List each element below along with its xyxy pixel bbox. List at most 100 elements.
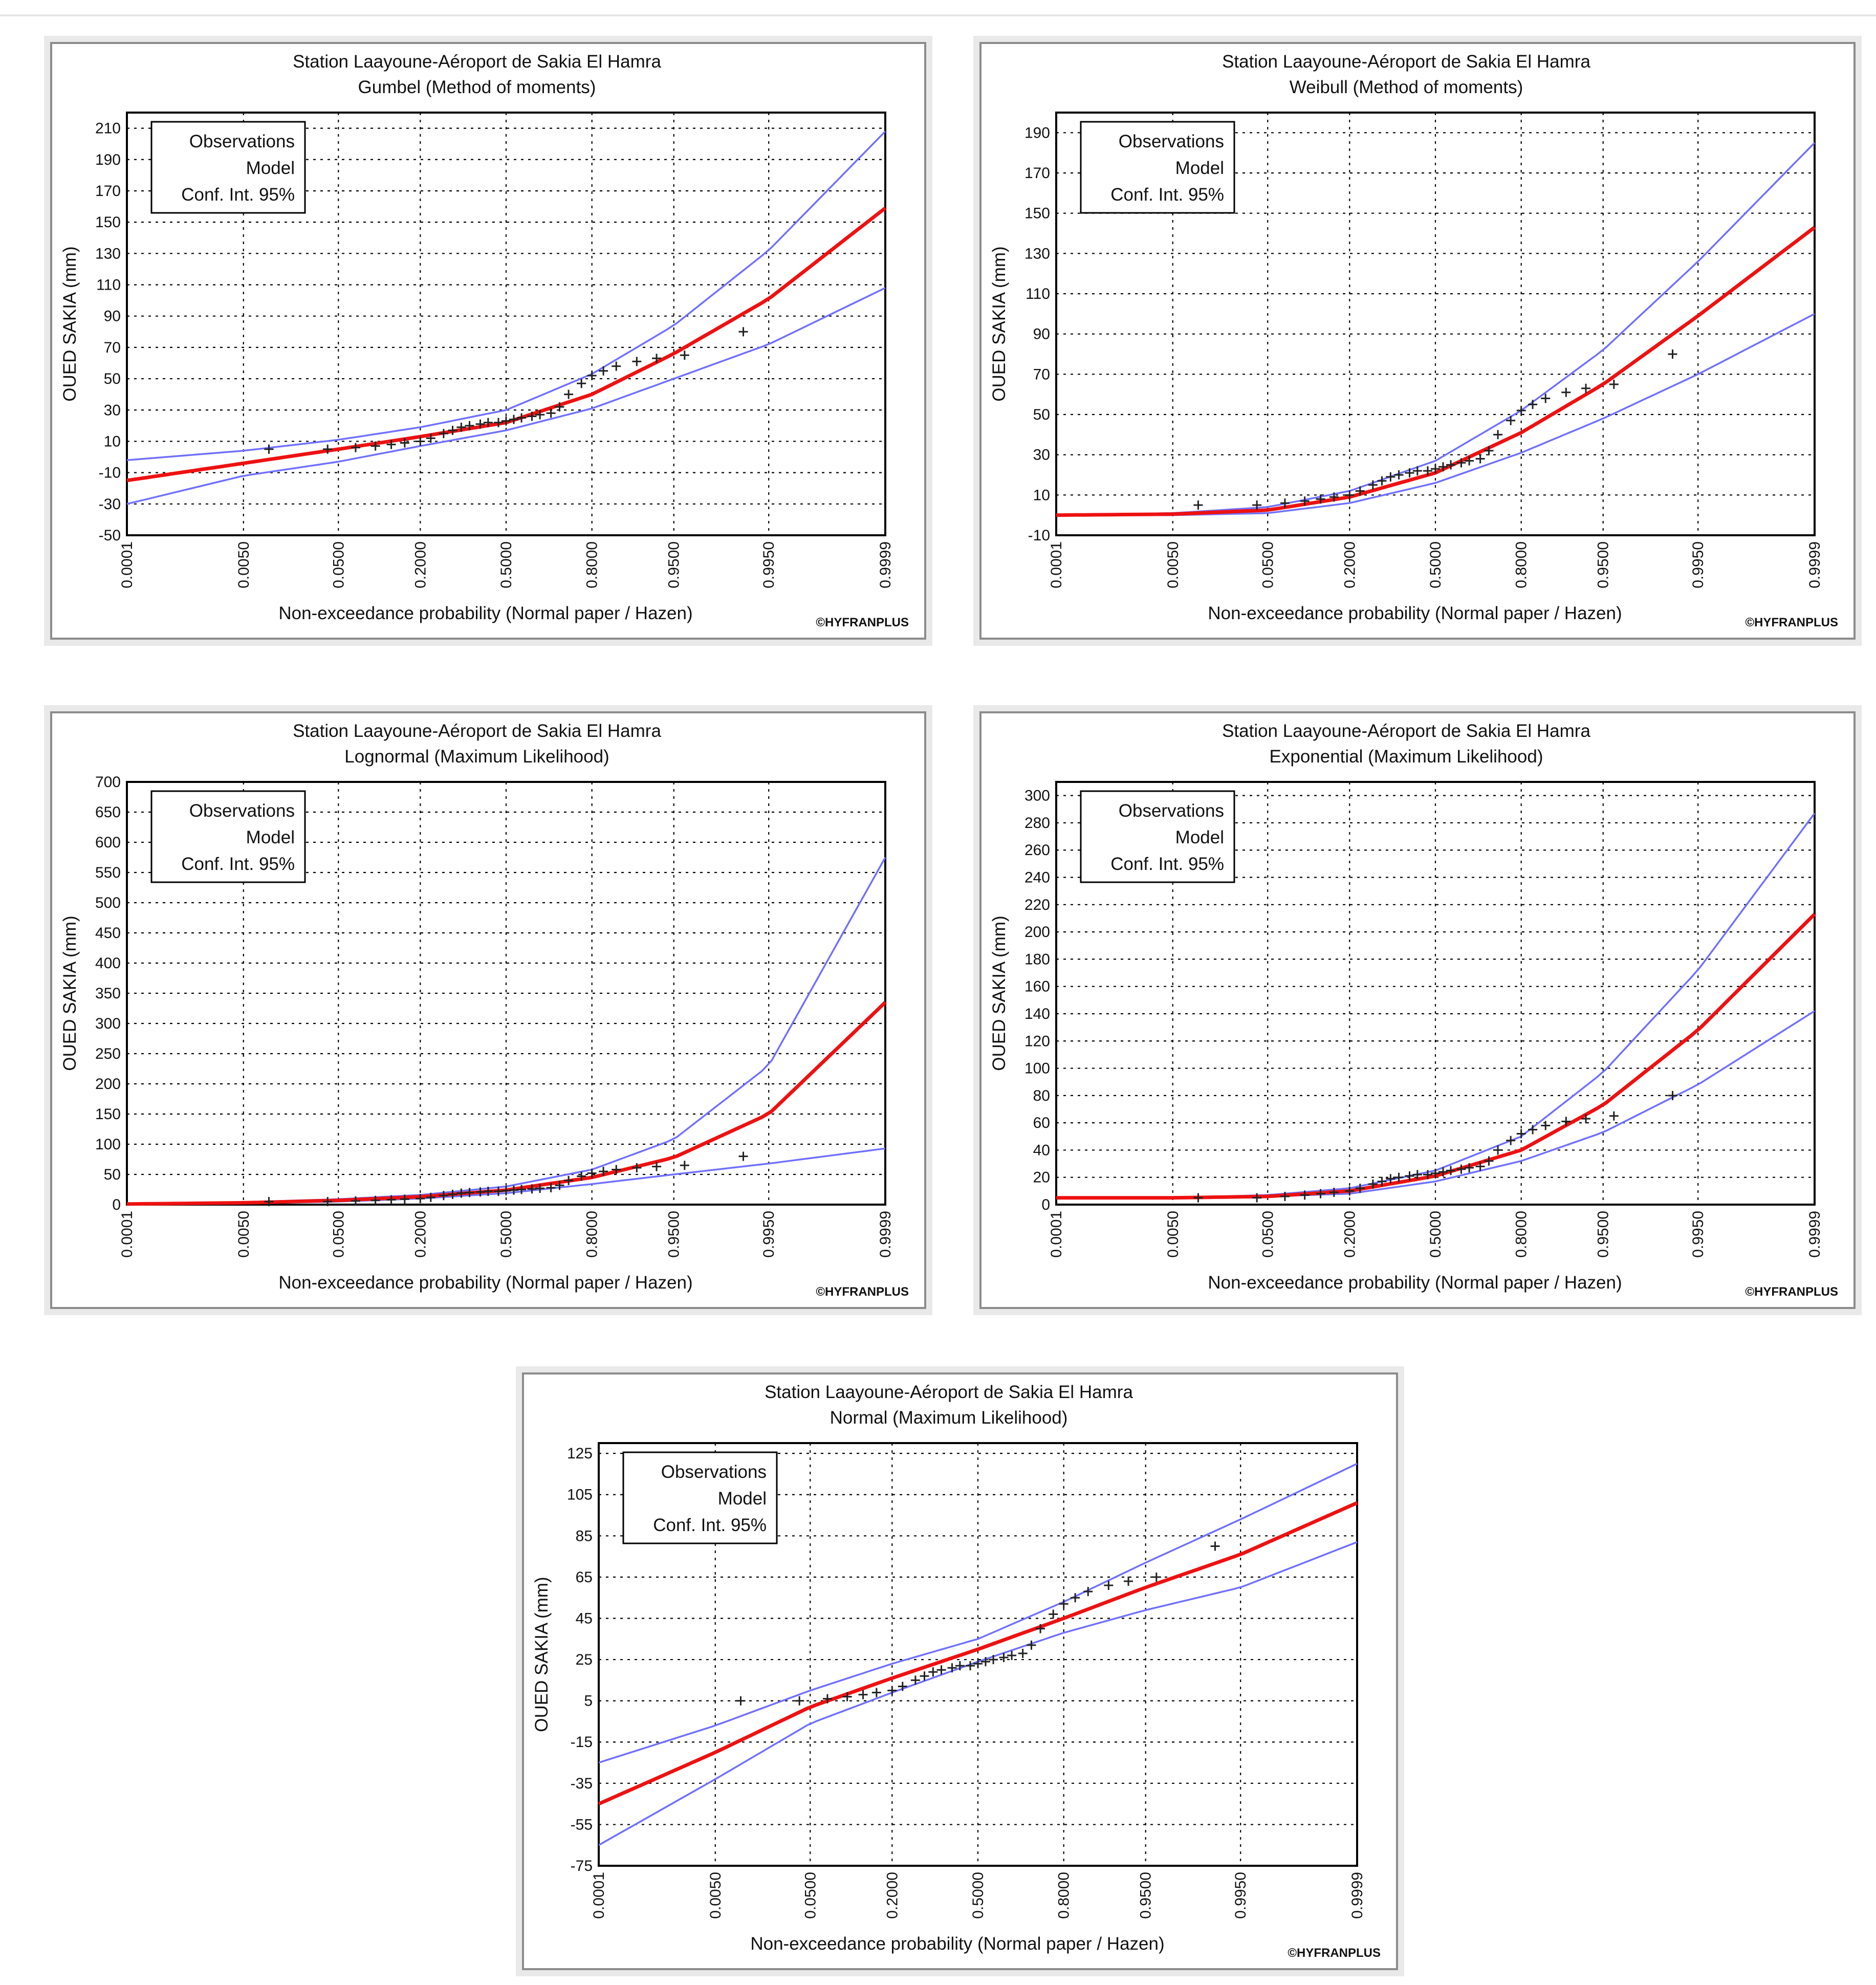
observation-point bbox=[1386, 472, 1395, 482]
y-tick-label: -10 bbox=[99, 465, 121, 482]
y-tick-label: -10 bbox=[1028, 527, 1050, 544]
observation-point bbox=[483, 1187, 493, 1196]
x-tick-label: 0.0001 bbox=[1048, 1211, 1065, 1258]
x-tick-label: 0.9500 bbox=[1595, 541, 1612, 588]
observation-point bbox=[1151, 1572, 1161, 1582]
observation-point bbox=[1668, 350, 1677, 359]
observation-point bbox=[1280, 1192, 1290, 1202]
observation-point bbox=[1405, 468, 1414, 478]
x-axis-label: Non-exceedance probability (Normal paper… bbox=[278, 603, 692, 623]
observation-point bbox=[1431, 464, 1440, 474]
observation-point bbox=[1541, 1121, 1551, 1130]
x-tick-label: 0.9999 bbox=[877, 1211, 894, 1258]
x-axis-label: Non-exceedance probability (Normal paper… bbox=[1208, 603, 1622, 623]
observation-point bbox=[501, 416, 511, 426]
observation-point bbox=[1252, 1193, 1262, 1203]
observation-point bbox=[1018, 1648, 1028, 1658]
observation-point bbox=[448, 1189, 457, 1199]
observation-point bbox=[1394, 470, 1404, 479]
y-tick-label: 65 bbox=[576, 1569, 593, 1586]
observation-point bbox=[920, 1671, 929, 1681]
observation-point bbox=[1581, 383, 1591, 393]
x-tick-label: 0.0500 bbox=[330, 541, 347, 588]
observation-point bbox=[1438, 1167, 1448, 1177]
chart-title: Station Laayoune-Aéroport de Sakia El Ha… bbox=[765, 1382, 1133, 1402]
x-tick-label: 0.5000 bbox=[498, 1211, 515, 1258]
observation-point bbox=[612, 361, 621, 371]
observation-point bbox=[795, 1696, 804, 1706]
observation-point bbox=[910, 1675, 920, 1685]
observation-point bbox=[475, 1187, 485, 1197]
legend-observations: Observations bbox=[1119, 801, 1224, 821]
observation-point bbox=[1465, 1163, 1474, 1173]
y-tick-label: 5 bbox=[584, 1693, 593, 1710]
y-tick-label: 150 bbox=[95, 1106, 121, 1123]
observation-point bbox=[928, 1667, 938, 1677]
observation-point bbox=[1329, 492, 1339, 502]
x-tick-label: 0.9999 bbox=[1806, 1211, 1823, 1258]
x-tick-label: 0.0500 bbox=[1259, 541, 1276, 588]
y-axis-label: OUED SAKIA (mm) bbox=[989, 915, 1009, 1071]
observation-point bbox=[1355, 1184, 1365, 1193]
x-axis-label: Non-exceedance probability (Normal paper… bbox=[1208, 1273, 1622, 1293]
observation-point bbox=[1049, 1609, 1058, 1619]
x-tick-label: 0.5000 bbox=[498, 541, 515, 588]
observation-point bbox=[535, 410, 545, 420]
observation-point bbox=[1423, 466, 1433, 476]
y-tick-label: 200 bbox=[1024, 924, 1050, 941]
observation-point bbox=[612, 1165, 621, 1174]
y-tick-label: 190 bbox=[1024, 124, 1050, 141]
y-tick-label: 600 bbox=[95, 834, 121, 851]
y-tick-label: 130 bbox=[95, 245, 121, 262]
observation-point bbox=[1193, 1193, 1203, 1203]
observation-point bbox=[439, 1191, 448, 1201]
x-tick-label: 0.0001 bbox=[119, 1211, 136, 1258]
observation-point bbox=[1561, 387, 1571, 397]
y-tick-label: 90 bbox=[104, 308, 121, 325]
observation-point bbox=[1368, 1180, 1378, 1189]
legend-conf-int: Conf. Int. 95% bbox=[181, 185, 295, 205]
x-tick-label: 0.0050 bbox=[707, 1872, 724, 1919]
observation-point bbox=[632, 1163, 642, 1173]
y-tick-label: 500 bbox=[95, 895, 121, 911]
observation-point bbox=[599, 366, 608, 376]
observation-point bbox=[535, 1184, 545, 1193]
observation-point bbox=[370, 441, 380, 451]
observation-point bbox=[738, 327, 748, 337]
observation-point bbox=[1377, 476, 1387, 486]
y-tick-label: 650 bbox=[95, 804, 121, 821]
chart-title: Station Laayoune-Aéroport de Sakia El Ha… bbox=[293, 52, 661, 72]
x-tick-label: 0.9950 bbox=[760, 1211, 777, 1258]
y-tick-label: 260 bbox=[1024, 842, 1050, 859]
x-tick-label: 0.5000 bbox=[970, 1872, 987, 1919]
observation-point bbox=[1252, 500, 1262, 510]
observation-point bbox=[264, 444, 274, 454]
chart-title: Station Laayoune-Aéroport de Sakia El Ha… bbox=[1222, 52, 1590, 72]
x-tick-label: 0.0050 bbox=[235, 1211, 252, 1258]
x-tick-label: 0.9999 bbox=[1806, 541, 1823, 588]
legend-model: Model bbox=[1175, 827, 1224, 847]
observation-point bbox=[264, 1197, 274, 1207]
legend-box bbox=[150, 121, 306, 214]
observation-point bbox=[1386, 1174, 1395, 1184]
observation-point bbox=[509, 1185, 518, 1195]
observation-point bbox=[1541, 394, 1551, 403]
normal-chart-panel: Station Laayoune-Aéroport de Sakia El Ha… bbox=[516, 1366, 1404, 1976]
observation-point bbox=[1484, 446, 1494, 455]
legend-observations: Observations bbox=[189, 801, 295, 821]
legend-model: Model bbox=[246, 158, 295, 178]
x-tick-label: 0.0500 bbox=[802, 1872, 819, 1919]
observation-point bbox=[546, 1183, 556, 1192]
legend-box bbox=[1080, 790, 1235, 883]
observation-point bbox=[577, 1171, 586, 1181]
hyfranplus-brand: ©HYFRANPLUS bbox=[816, 616, 909, 629]
y-tick-label: 210 bbox=[95, 120, 121, 137]
legend-box bbox=[622, 1451, 778, 1544]
x-tick-label: 0.9999 bbox=[877, 541, 894, 588]
legend-observations: Observations bbox=[1119, 132, 1224, 151]
observation-point bbox=[1412, 1170, 1422, 1180]
observation-point bbox=[555, 1181, 564, 1190]
y-tick-label: 45 bbox=[576, 1610, 593, 1627]
observation-point bbox=[351, 1196, 360, 1206]
legend-model: Model bbox=[718, 1489, 767, 1509]
